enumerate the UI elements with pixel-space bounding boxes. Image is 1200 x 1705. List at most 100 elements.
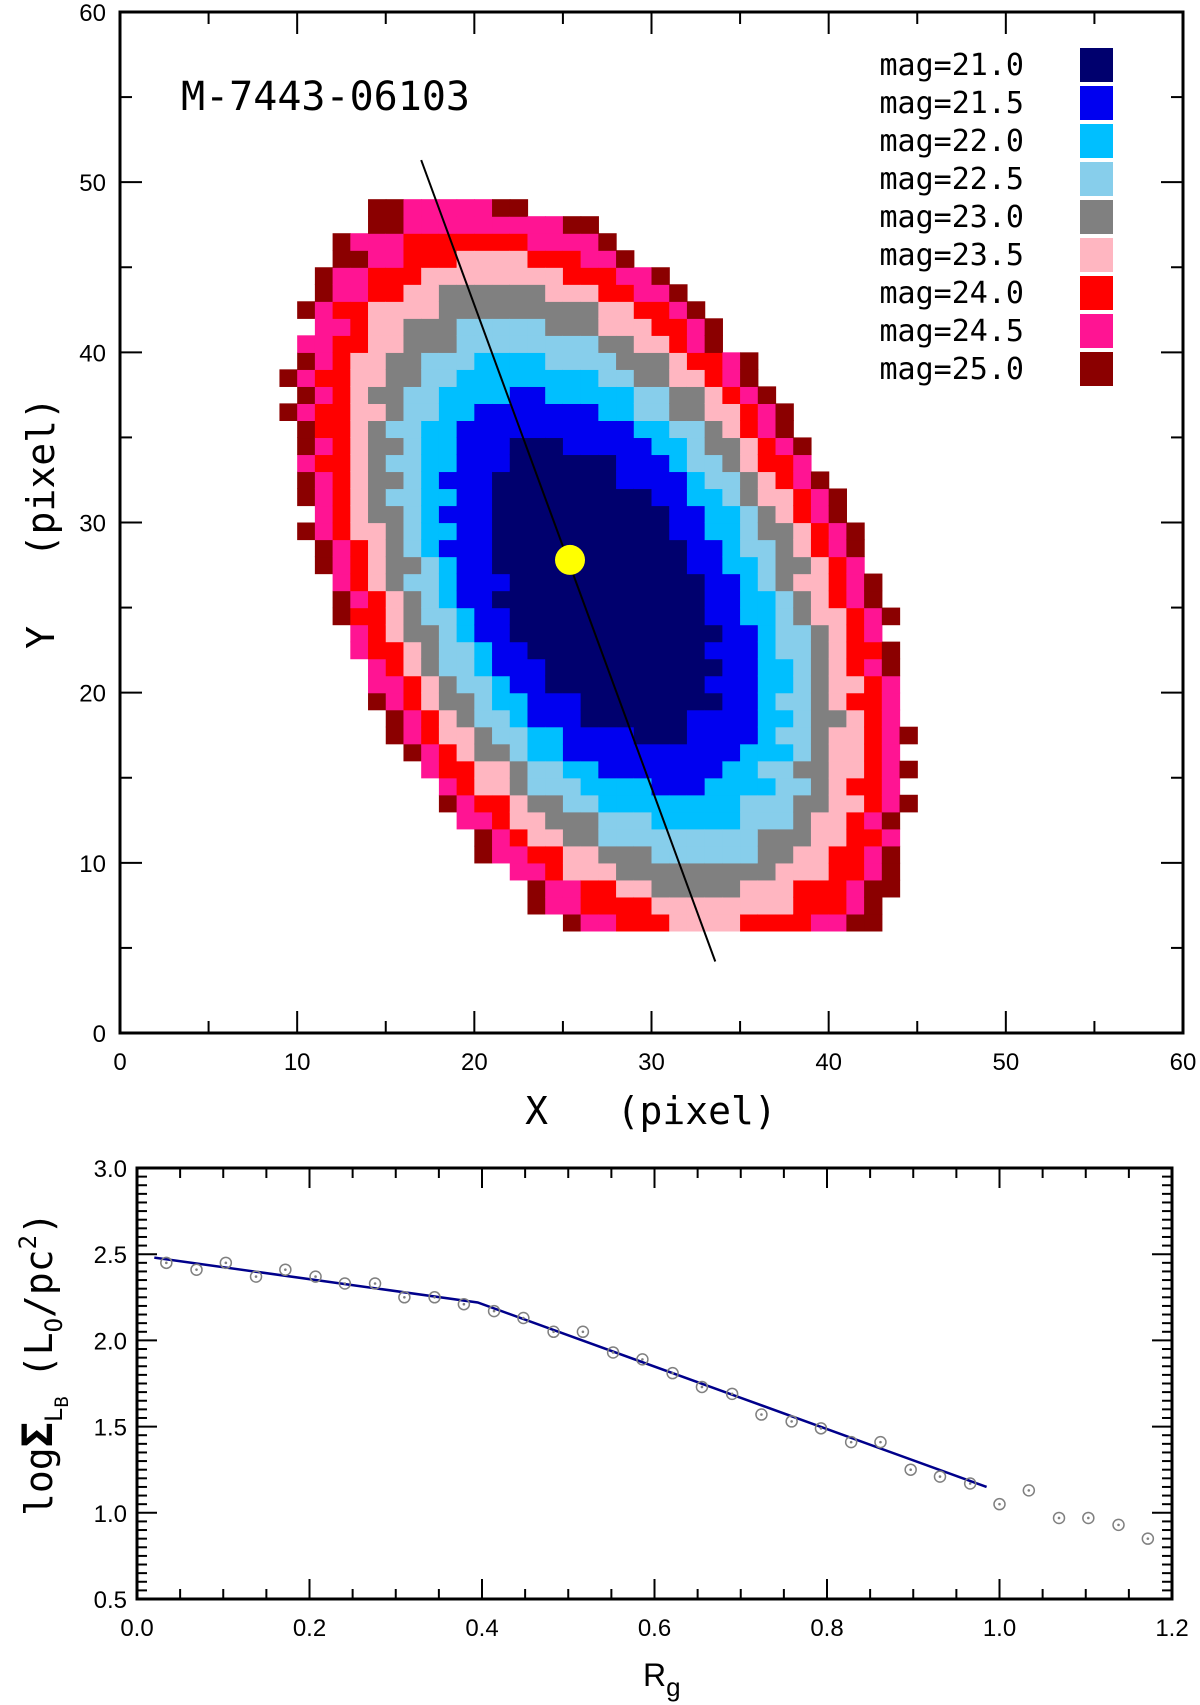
isophote-cell [509,760,529,779]
isophote-cell [704,777,723,796]
isophote-cell [740,420,759,439]
isophote-cell [456,777,475,796]
isophote-cell [509,862,529,881]
isophote-cell [598,539,617,558]
isophote-cell [314,420,334,439]
isophote-cell [846,811,865,830]
isophote-cell [633,573,653,592]
isophote-cell [527,828,546,847]
isophote-cell [385,573,405,592]
isophote-cell [580,811,599,830]
isophote-cell [651,726,670,745]
isophote-cell [314,505,334,524]
isophote-cell [598,726,617,745]
isophote-cell [403,318,422,336]
isophote-cell [403,692,422,711]
isophote-cell [828,794,847,813]
isophote-cell [562,760,582,779]
isophote-cell [740,573,759,592]
isophote-cell [686,454,706,473]
isophote-cell [810,896,830,915]
isophote-cell [580,777,599,796]
isophote-cell [704,454,723,473]
isophote-cell [686,386,706,404]
isophote-cell [314,386,334,404]
isophote-cell [562,352,582,370]
isophote-cell [633,811,653,830]
isophote-cell [527,556,546,575]
isophote-cell [616,420,635,439]
isophote-cell [686,879,706,898]
isophote-cell [562,777,582,796]
isophote-cell [757,896,777,915]
profile-point [576,1325,590,1339]
isophote-cell [864,590,883,609]
isophote-cell [828,811,847,830]
isophote-cell [527,811,546,830]
isophote-cell [527,709,546,728]
isophote-cell [368,539,387,558]
isophote-cell [810,777,830,796]
isophote-cell [474,811,493,830]
isophote-cell [669,522,688,541]
isophote-cell [385,267,405,285]
isophote-cell [332,522,351,541]
isophote-cell [775,437,794,456]
isophote-cell [757,794,777,813]
isophote-cell [757,862,777,881]
isophote-cell [421,607,440,626]
isophote-cell [492,454,511,473]
profile-point [487,1304,501,1318]
isophote-cell [828,726,847,745]
isophote-cell [545,879,564,898]
isophote-cell [669,488,688,507]
isophote-cell [580,896,599,915]
y-tick-label: 60 [79,0,106,27]
isophote-cell [456,607,475,626]
isophote-cell [810,913,830,932]
isophote-cell [793,556,812,575]
isophote-cell [562,471,582,490]
isophote-cell [616,301,635,319]
isophote-cell [633,437,653,456]
isophote-cell [492,590,511,609]
isophote-cell [828,845,847,864]
x-tick-label: 30 [638,1049,665,1076]
isophote-cell [545,590,564,609]
isophote-cell [881,777,901,796]
isophote-cell [775,539,794,558]
magnitude-legend: mag=21.0mag=21.5mag=22.0mag=22.5mag=23.0… [880,48,1113,387]
isophote-cell [438,607,458,626]
isophote-cell [846,743,865,762]
isophote-cell [438,624,458,643]
profile-point [844,1435,858,1449]
isophote-cell [775,607,794,626]
isophote-cell [686,896,706,915]
isophote-cell [864,743,883,762]
isophote-cell [616,505,635,524]
isophote-cell [616,590,635,609]
isophote-cell [527,879,546,898]
isophote-cell [403,250,422,268]
isophote-cell [421,556,440,575]
isophote-cell [438,267,458,285]
legend-swatch [1080,162,1113,196]
isophote-cell [492,267,511,285]
isophote-cell [509,454,529,473]
isophote-cell [509,811,529,830]
isophote-cell [616,386,635,404]
isophote-cell [297,335,316,353]
isophote-cell [899,760,918,779]
isophote-cell [793,726,812,745]
isophote-cell [598,845,617,864]
isophote-cell [828,692,847,711]
isophote-cell [314,352,334,370]
isophote-cell [846,709,865,728]
isophote-cell [757,743,777,762]
legend-label: mag=24.5 [880,314,1025,349]
isophote-cell [686,301,706,319]
isophote-cell [474,352,493,370]
isophote-cell [616,250,635,268]
isophote-cell [598,369,617,387]
y-label-sub-b: B [51,1396,73,1407]
